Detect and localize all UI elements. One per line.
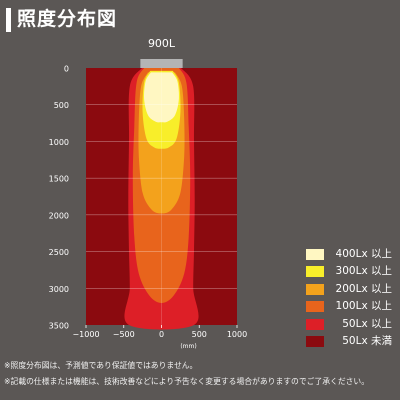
title-accent-bar [6, 8, 11, 32]
x-tick-label--500: −500 [113, 330, 135, 339]
x-tick-label-500: 500 [192, 330, 207, 339]
y-tick-label-2500: 2500 [49, 248, 69, 257]
y-tick-label-1000: 1000 [49, 138, 69, 147]
legend-item: 50Lx 未満 [306, 333, 396, 350]
chart-title: 900L [148, 37, 176, 50]
y-tick-label-3000: 3000 [49, 285, 69, 294]
x-axis-unit: (mm) [180, 343, 196, 350]
y-tick-label-2000: 2000 [49, 211, 69, 220]
footnote-1: ※照度分布図は、予測値であり保証値ではありません。 [4, 361, 198, 370]
y-tick-label-500: 500 [54, 101, 69, 110]
page-title: 照度分布図 [17, 8, 118, 30]
legend-swatch [306, 266, 324, 278]
y-tick-label-1500: 1500 [49, 175, 69, 184]
x-tick-label--1000: −1000 [72, 330, 99, 339]
legend-item: 200Lx 以上 [306, 281, 396, 298]
legend-label: 200Lx 以上 [335, 282, 392, 295]
contour-5 [144, 72, 179, 123]
x-tick-label-1000: 1000 [227, 330, 247, 339]
y-tick-label-0: 0 [64, 65, 69, 74]
legend-label: 300Lx 以上 [335, 265, 392, 278]
legend-label: 50Lx 未満 [342, 334, 392, 347]
legend-item: 400Lx 以上 [306, 246, 396, 263]
legend-item: 50Lx 以上 [306, 316, 396, 333]
legend-swatch [306, 318, 324, 330]
y-tick-label-3500: 3500 [49, 322, 69, 331]
legend-swatch [306, 335, 324, 347]
footnote-2: ※記載の仕様または機能は、技術改善などにより予告なく変更する場合がありますのでご… [4, 377, 370, 386]
legend-label: 50Lx 以上 [342, 317, 392, 330]
legend-swatch [306, 283, 324, 295]
legend-swatch [306, 249, 324, 260]
legend-item: 100Lx 以上 [306, 298, 396, 315]
legend-item: 300Lx 以上 [306, 263, 396, 280]
legend: 400Lx 以上 300Lx 以上 200Lx 以上 100Lx 以上 50Lx 以上 5… [306, 246, 396, 350]
x-tick-label-0: 0 [159, 330, 164, 339]
legend-swatch [306, 301, 324, 313]
legend-label: 400Lx 以上 [335, 248, 392, 260]
lamp-bar [140, 59, 183, 68]
legend-label: 100Lx 以上 [335, 300, 392, 313]
